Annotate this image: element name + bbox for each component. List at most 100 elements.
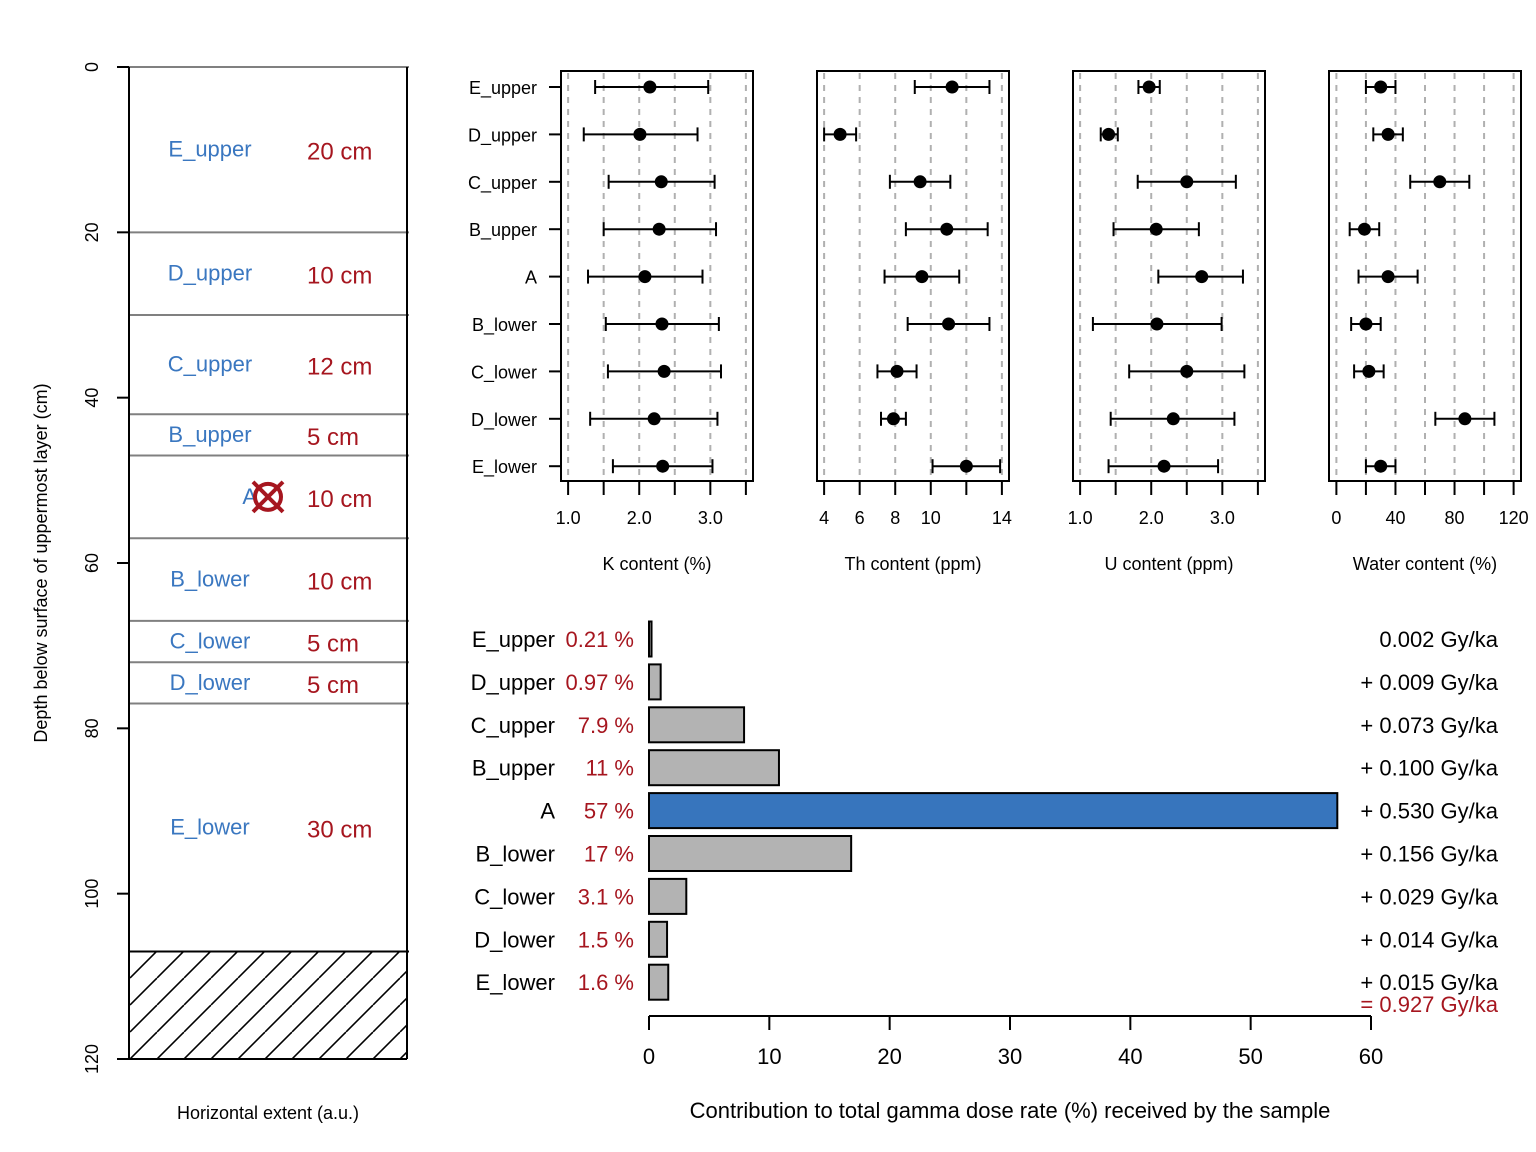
- x-tick-label: 60: [1359, 1044, 1383, 1069]
- data-point: [1180, 364, 1194, 378]
- layer-name-label: D_upper: [168, 261, 252, 286]
- bar-percent-label: 0.97 %: [566, 670, 635, 695]
- x-axis-title: Th content (ppm): [844, 554, 981, 574]
- bar-percent-label: 11 %: [585, 756, 634, 781]
- data-point: [655, 317, 669, 331]
- bar-percent-label: 1.6 %: [578, 970, 634, 995]
- data-point: [1195, 270, 1209, 284]
- layer-name-label: E_lower: [170, 815, 249, 840]
- x-axis-title: Water content (%): [1353, 554, 1497, 574]
- x-axis-title: K content (%): [602, 554, 711, 574]
- x-tick-label: 30: [998, 1044, 1022, 1069]
- data-point: [1381, 270, 1395, 284]
- data-point: [654, 175, 668, 189]
- layer-name-label: B_lower: [170, 567, 249, 592]
- y-tick-label: C_lower: [471, 362, 537, 383]
- data-point: [1180, 175, 1194, 189]
- x-tick-label: 0: [643, 1044, 655, 1069]
- bar-category-label: B_lower: [476, 842, 555, 867]
- x-tick-label: 2.0: [1139, 508, 1164, 528]
- x-tick-label: 4: [819, 508, 829, 528]
- bar-category-label: C_upper: [471, 713, 555, 738]
- layer-thickness-label: 5 cm: [307, 672, 359, 699]
- bar-dose-label: + 0.073 Gy/ka: [1360, 713, 1498, 738]
- x-tick-label: 50: [1238, 1044, 1262, 1069]
- x-tick-label: 1.0: [1068, 508, 1093, 528]
- bar-percent-label: 1.5 %: [578, 927, 634, 952]
- bar: [648, 835, 853, 872]
- bar-percent-label: 7.9 %: [578, 713, 634, 738]
- bar: [648, 663, 662, 701]
- y-tick-label: 0: [82, 62, 102, 72]
- x-axis-title: U content (ppm): [1104, 554, 1233, 574]
- y-tick-label: 120: [82, 1044, 102, 1074]
- data-point: [647, 412, 661, 426]
- data-point: [940, 222, 954, 236]
- x-tick-label: 10: [921, 508, 941, 528]
- bar-dose-label: + 0.156 Gy/ka: [1360, 842, 1498, 867]
- x-tick-label: 40: [1385, 508, 1405, 528]
- k-content-panel: 1.0 2.0 3.0 K content (%) E_upper D_upper C_up…: [468, 70, 754, 574]
- layer-thickness-label: 30 cm: [307, 817, 372, 844]
- y-tick-label: D_upper: [468, 125, 537, 146]
- x-axis-title: Contribution to total gamma dose rate (%…: [690, 1098, 1331, 1123]
- x-tick-label: 10: [757, 1044, 781, 1069]
- data-point: [1433, 175, 1447, 189]
- layer-thickness-label: 5 cm: [307, 631, 359, 658]
- layer-thickness-label: 10 cm: [307, 569, 372, 596]
- bar-category-label: B_upper: [472, 756, 555, 781]
- bar-category-label: C_lower: [474, 884, 555, 909]
- total-dose-label: = 0.927 Gy/ka: [1360, 992, 1498, 1017]
- data-point: [833, 127, 847, 141]
- y-tick-label: D_lower: [471, 410, 537, 431]
- bar-dose-label: + 0.029 Gy/ka: [1360, 884, 1498, 909]
- y-tick-label: 40: [82, 388, 102, 408]
- water-content-panel: 0 40 80 120 Water content (%): [1328, 70, 1529, 574]
- layer-thickness-label: 5 cm: [307, 424, 359, 451]
- data-point: [1102, 127, 1116, 141]
- data-point: [657, 364, 671, 378]
- bar: [648, 706, 746, 744]
- data-point: [886, 412, 900, 426]
- data-point: [915, 270, 929, 284]
- data-point: [1458, 412, 1472, 426]
- data-point: [1150, 317, 1164, 331]
- bar-dose-label: + 0.009 Gy/ka: [1360, 670, 1498, 695]
- contribution-bar-chart: E_upper 0.21 % 0.002 Gy/ka D_upper 0.97 % + 0…: [471, 620, 1499, 1123]
- y-tick-label: 80: [82, 718, 102, 738]
- data-point: [942, 317, 956, 331]
- x-tick-label: 40: [1118, 1044, 1142, 1069]
- data-point: [633, 127, 647, 141]
- data-point: [1374, 459, 1388, 473]
- marker-circle: [253, 481, 283, 512]
- layer-name-label: A: [242, 484, 257, 509]
- data-point: [1142, 80, 1156, 94]
- bar-dose-label: + 0.530 Gy/ka: [1360, 799, 1498, 824]
- data-point: [1362, 364, 1376, 378]
- layer-thickness-label: 10 cm: [307, 263, 372, 290]
- plot-frame: [1072, 70, 1266, 482]
- x-tick-label: 120: [1499, 508, 1529, 528]
- x-tick-label: 3.0: [1210, 508, 1235, 528]
- circle-cross-marker: [251, 480, 285, 514]
- x-tick-label: 1.0: [556, 508, 581, 528]
- layer-name-label: C_upper: [168, 352, 252, 377]
- th-content-panel: 4 6 8 10 14 Th content (ppm): [816, 70, 1012, 574]
- bar-dose-label: 0.002 Gy/ka: [1379, 627, 1498, 652]
- data-point: [1359, 317, 1373, 331]
- y-tick-label: B_lower: [472, 315, 537, 336]
- data-point: [656, 459, 670, 473]
- x-tick-label: 20: [877, 1044, 901, 1069]
- x-tick-label: 8: [890, 508, 900, 528]
- y-tick-label: 60: [82, 553, 102, 573]
- bar-category-label: A: [540, 799, 555, 824]
- bar-category-label: E_lower: [476, 970, 555, 995]
- profile-y-axis: 0 20 40 60 80 100 120: [82, 62, 130, 1074]
- data-point: [1357, 222, 1371, 236]
- bar: [648, 963, 670, 1001]
- y-tick-label: 100: [82, 879, 102, 909]
- layer-thickness-label: 20 cm: [307, 139, 372, 166]
- x-tick-label: 2.0: [627, 508, 652, 528]
- profile-y-axis-title: Depth below surface of uppermost layer (…: [31, 383, 51, 742]
- bar-percent-label: 57 %: [584, 799, 634, 824]
